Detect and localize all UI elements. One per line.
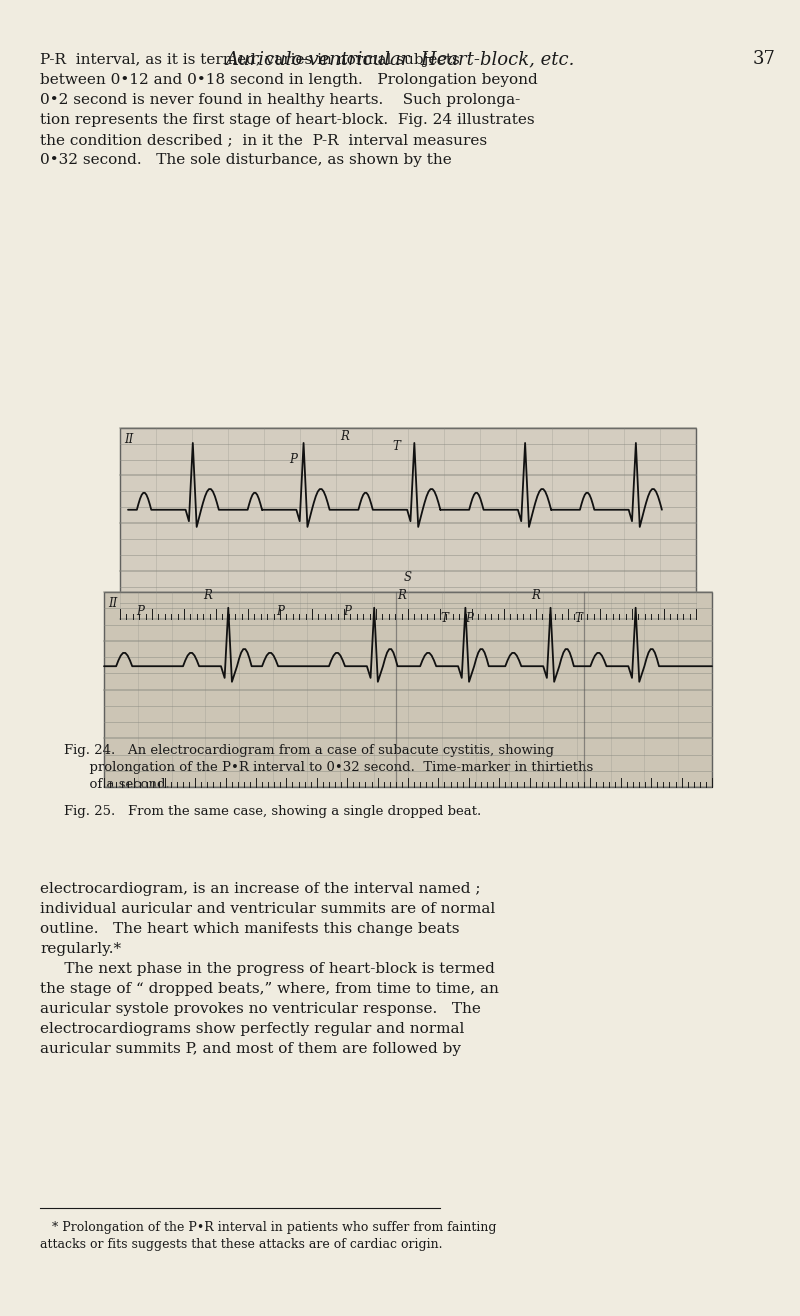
Text: T: T [441,612,449,625]
Text: R: R [398,590,406,601]
Text: R: R [531,590,540,601]
Bar [120,428,696,619]
Text: P: P [465,612,473,625]
Text: P: P [276,604,284,617]
Text: Fig. 25.   From the same case, showing a single dropped beat.: Fig. 25. From the same case, showing a s… [64,805,482,819]
Text: P-R  interval, as it is termed, varies in normal subjects
between 0•12 and 0•18 : P-R interval, as it is termed, varies in… [40,53,538,167]
Text: Fig. 24.   An electrocardiogram from a case of subacute cystitis, showing
      : Fig. 24. An electrocardiogram from a cas… [64,744,594,791]
Text: R: R [340,430,349,443]
Text: T: T [574,612,582,625]
Text: * Prolongation of the P•R interval in patients who suffer from fainting
attacks : * Prolongation of the P•R interval in pa… [40,1221,497,1250]
Text: Auriculo-ventricular  Heart-block, etc.: Auriculo-ventricular Heart-block, etc. [226,50,574,68]
Text: P: P [137,604,145,617]
Text: II: II [108,597,118,611]
Text: R: R [203,590,212,601]
Text: P: P [289,453,297,466]
Text: 37: 37 [753,50,776,68]
Text: electrocardiogram, is an increase of the interval named ;
individual auricular a: electrocardiogram, is an increase of the… [40,882,499,1057]
Text: II: II [124,433,134,446]
Bar [104,592,712,787]
Text: S: S [404,571,412,584]
Text: P: P [343,604,351,617]
Text: T: T [393,440,401,453]
